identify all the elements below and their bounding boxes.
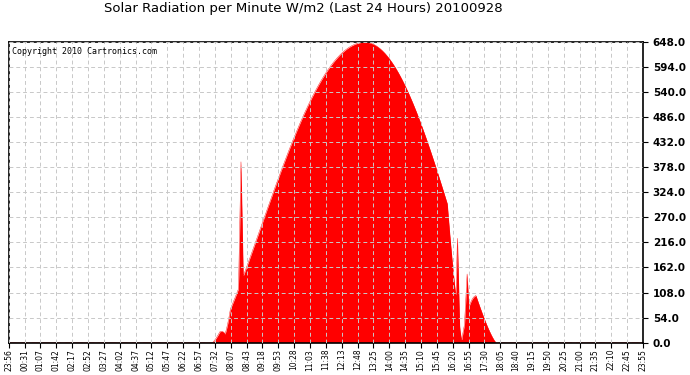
Text: Copyright 2010 Cartronics.com: Copyright 2010 Cartronics.com	[12, 47, 157, 56]
Text: Solar Radiation per Minute W/m2 (Last 24 Hours) 20100928: Solar Radiation per Minute W/m2 (Last 24…	[104, 2, 503, 15]
